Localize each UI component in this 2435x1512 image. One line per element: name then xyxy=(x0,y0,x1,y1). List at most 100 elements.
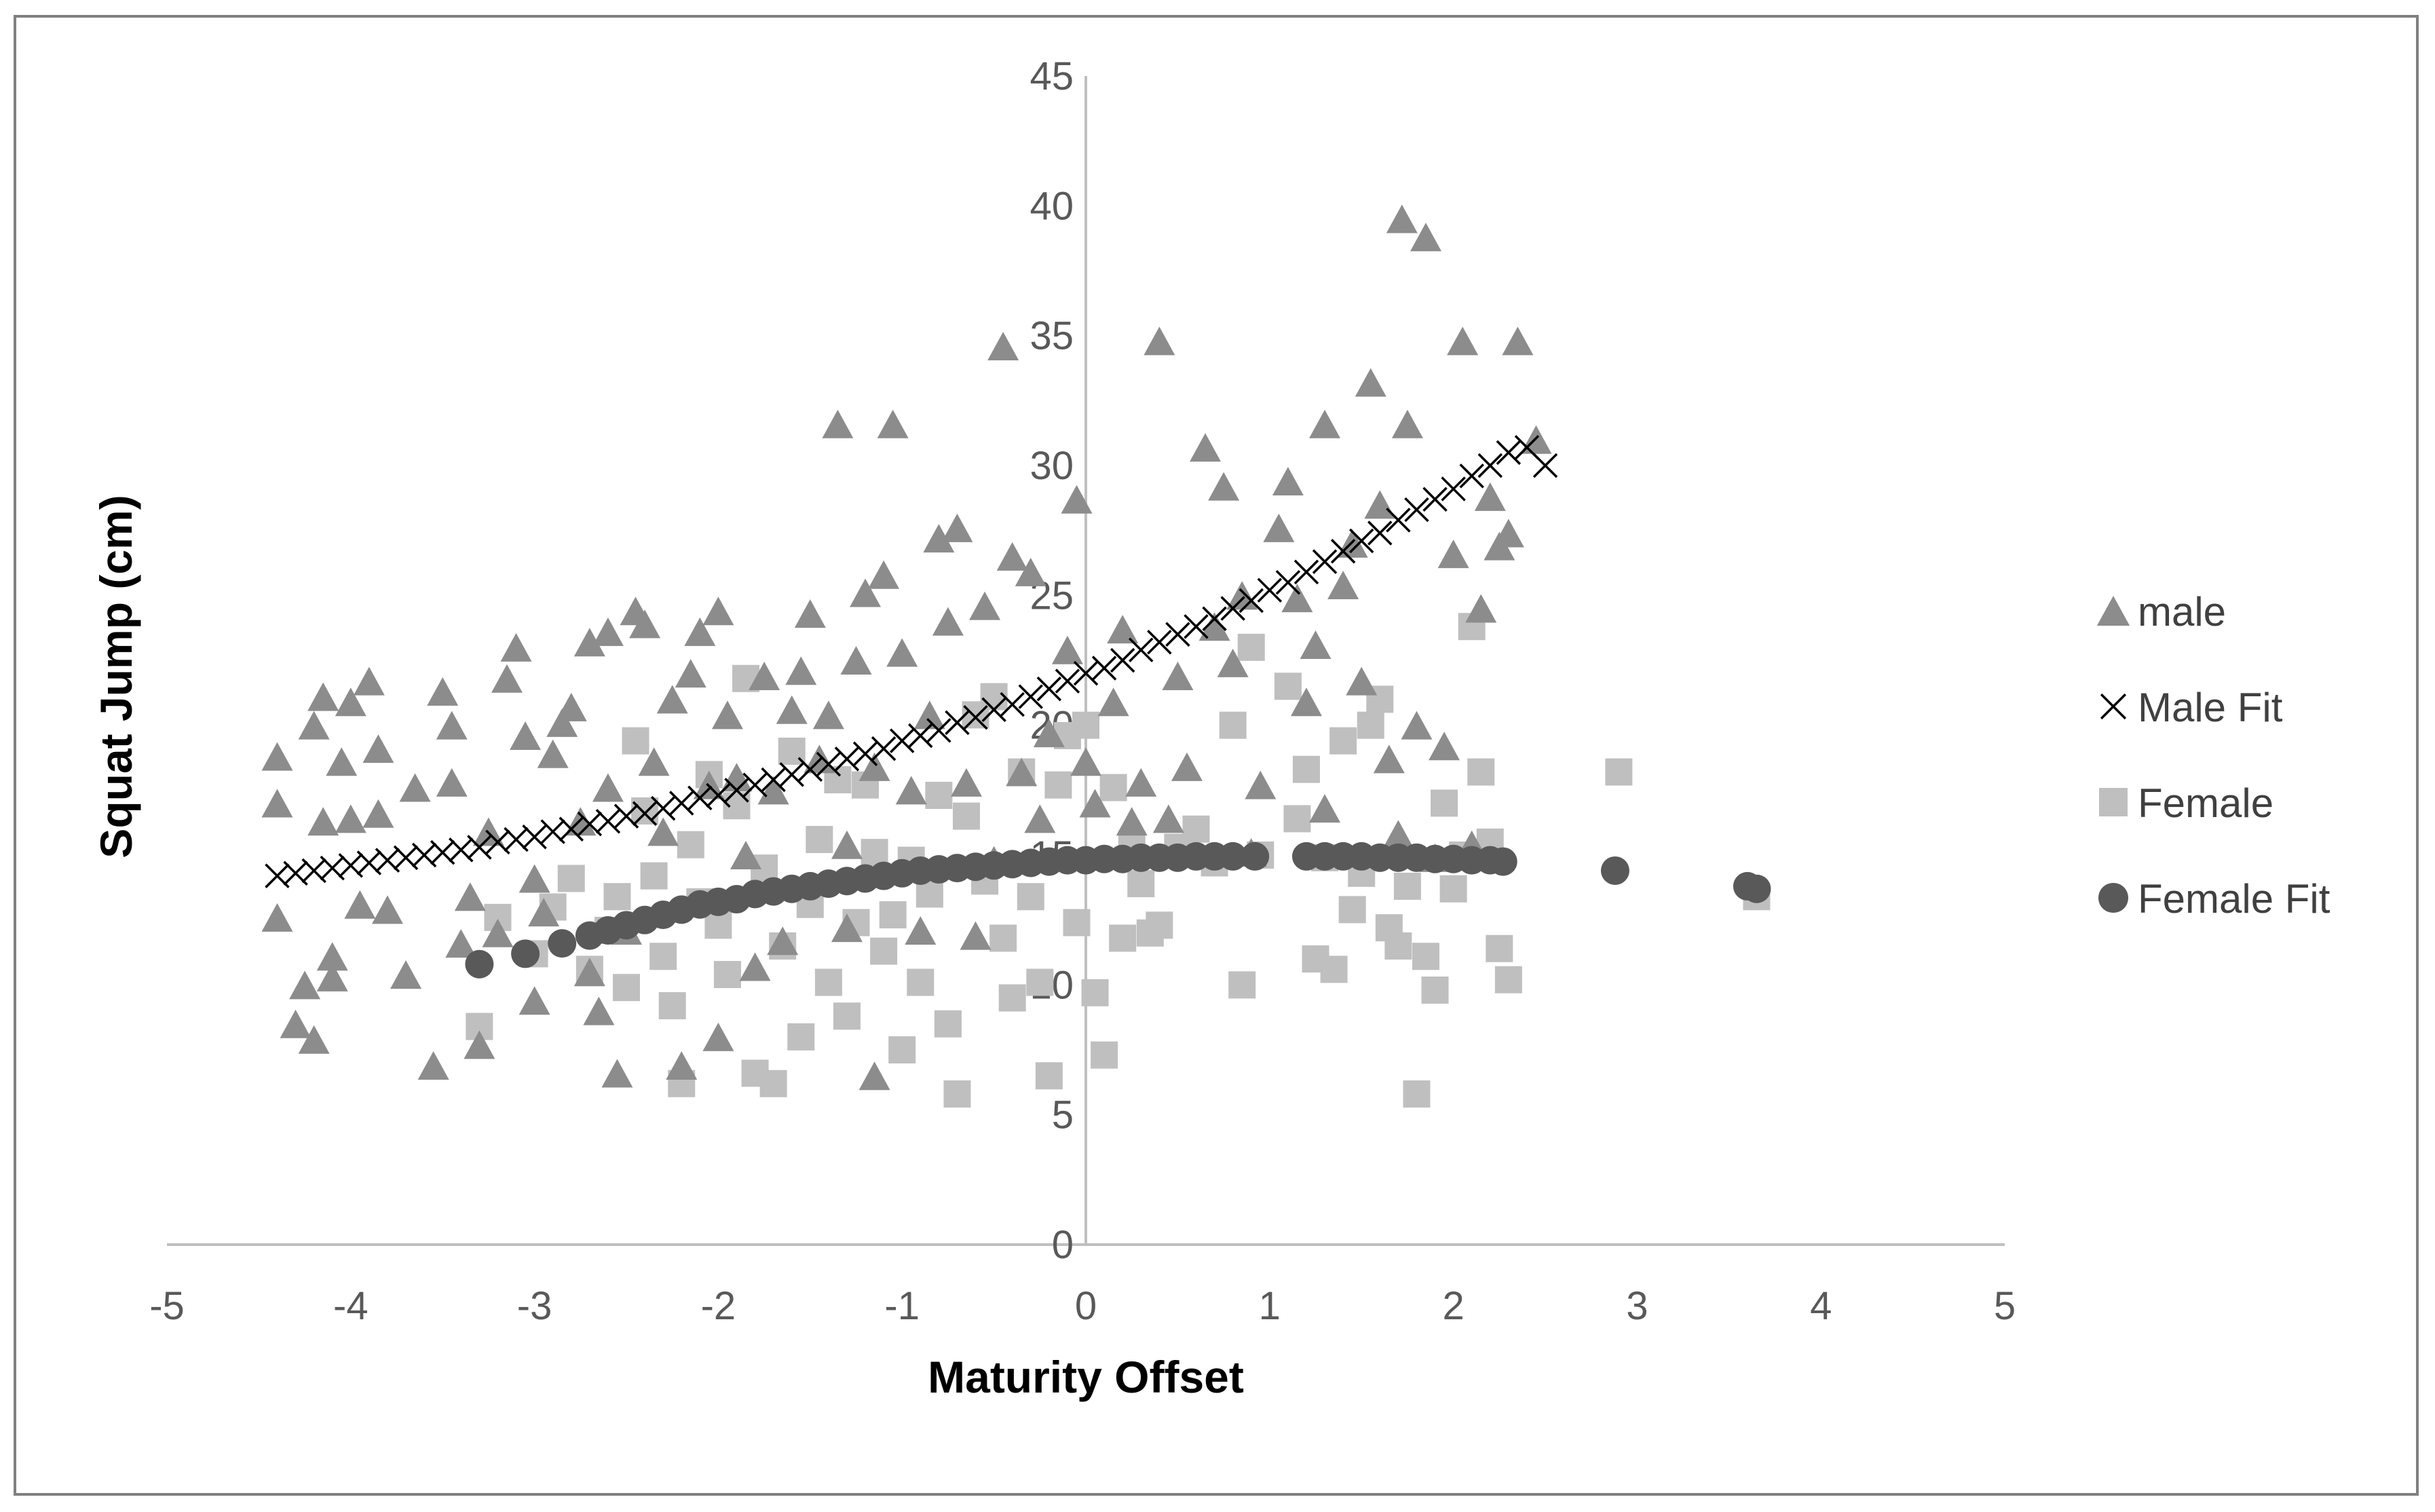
male-point xyxy=(831,830,863,859)
male-point xyxy=(638,747,670,776)
male-point xyxy=(960,921,992,950)
female-point xyxy=(658,991,686,1019)
male-point xyxy=(831,913,863,943)
male-point xyxy=(1391,409,1423,438)
marks-layer xyxy=(261,204,1771,1108)
male-point xyxy=(905,915,937,945)
male-fit-point xyxy=(1073,660,1099,686)
female-point xyxy=(1091,1041,1118,1069)
male-fit-point xyxy=(1165,622,1190,647)
male-point xyxy=(390,960,422,989)
male-point xyxy=(316,962,348,991)
female-point xyxy=(833,1002,861,1030)
male-fit-point xyxy=(724,778,749,803)
male-fit-point xyxy=(908,723,933,749)
male-point xyxy=(417,1051,449,1080)
female-point xyxy=(1605,758,1633,786)
male-fit-point xyxy=(706,782,731,808)
female-point xyxy=(998,984,1026,1012)
female-point xyxy=(1099,774,1127,801)
male-fit-point xyxy=(945,710,970,736)
male-fit-point xyxy=(467,835,492,860)
male-fit-point xyxy=(1036,676,1062,702)
female-point xyxy=(1431,789,1458,817)
x-tick-label: 4 xyxy=(1810,1284,1832,1328)
male-point xyxy=(1429,732,1460,761)
female-fit-point xyxy=(1218,842,1247,871)
female-point xyxy=(1384,932,1412,960)
male-point xyxy=(1502,326,1534,356)
axes-layer: -5-4-3-2-1012345051015202530354045 xyxy=(149,54,2016,1328)
male-fit-point xyxy=(1441,476,1466,502)
male-point xyxy=(711,700,743,730)
male-point xyxy=(592,773,624,802)
male-point xyxy=(1070,747,1101,776)
male-point xyxy=(647,817,679,846)
female-point xyxy=(787,1023,815,1051)
male-fit-point xyxy=(1129,637,1154,662)
female-point xyxy=(1393,872,1421,900)
male-point xyxy=(1355,368,1386,397)
female-point xyxy=(1486,934,1513,962)
x-tick-label: -1 xyxy=(884,1284,920,1328)
legend: male Male Fit Female Female Fit xyxy=(2096,589,2330,922)
male-point xyxy=(1125,768,1157,797)
male-fit-point xyxy=(1202,606,1227,632)
y-tick-label: 5 xyxy=(1052,1093,1074,1137)
male-point xyxy=(868,560,900,589)
male-fit-point xyxy=(742,772,768,797)
legend-marker-female xyxy=(2099,788,2128,816)
female-fit-point xyxy=(548,929,577,958)
male-fit-series xyxy=(265,434,1558,888)
male-fit-point xyxy=(1000,692,1025,717)
male-fit-point xyxy=(816,751,842,777)
male-fit-point xyxy=(1257,578,1283,603)
male-point xyxy=(969,591,1001,620)
male-point xyxy=(307,682,339,711)
female-point xyxy=(1412,943,1439,970)
female-point xyxy=(1035,1062,1063,1090)
female-point xyxy=(613,974,640,1002)
male-point xyxy=(1447,326,1479,356)
female-point xyxy=(989,924,1017,952)
male-point xyxy=(362,734,394,763)
male-point xyxy=(464,1030,495,1059)
male-fit-point xyxy=(632,801,658,827)
male-point xyxy=(427,677,459,706)
male-point xyxy=(362,799,394,828)
male-fit-point xyxy=(595,809,621,834)
male-point xyxy=(1162,661,1194,690)
male-point xyxy=(757,776,789,805)
female-point xyxy=(704,911,732,939)
male-fit-point xyxy=(1532,453,1558,478)
male-fit-point xyxy=(1294,559,1319,585)
male-point xyxy=(1401,711,1433,740)
male-point xyxy=(1061,485,1093,514)
y-tick-label: 0 xyxy=(1052,1223,1074,1267)
male-point xyxy=(785,656,817,685)
male-point xyxy=(767,926,799,956)
male-point xyxy=(280,1009,312,1038)
male-point xyxy=(1300,630,1332,660)
male-fit-point xyxy=(1330,539,1356,564)
male-point xyxy=(1033,719,1065,748)
male-point xyxy=(528,898,560,927)
female-point xyxy=(870,937,898,965)
male-point xyxy=(1116,807,1148,836)
female-point xyxy=(1439,875,1467,903)
male-fit-point xyxy=(1220,596,1245,621)
male-point xyxy=(1051,635,1083,664)
male-point xyxy=(583,996,615,1025)
male-fit-point xyxy=(559,816,584,842)
female-point xyxy=(1017,883,1044,911)
male-point xyxy=(749,661,780,690)
x-tick-label: 0 xyxy=(1075,1284,1097,1328)
male-point xyxy=(666,1051,698,1080)
x-tick-label: 1 xyxy=(1259,1284,1281,1328)
male-point xyxy=(371,895,403,924)
male-fit-point xyxy=(1496,440,1522,466)
male-point xyxy=(1281,584,1313,613)
female-point xyxy=(1357,711,1384,739)
female-point xyxy=(1403,1080,1431,1108)
female-point xyxy=(1329,727,1357,755)
